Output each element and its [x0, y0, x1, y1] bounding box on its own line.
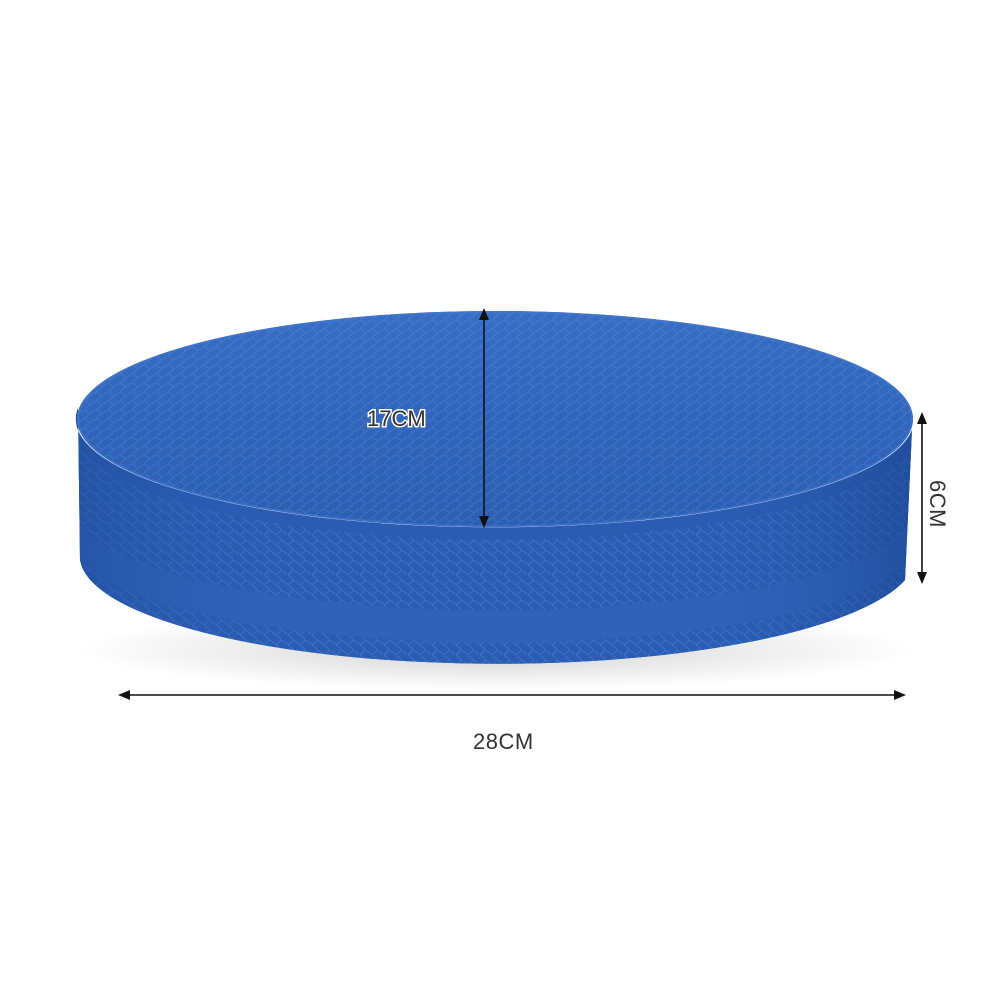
radius-measure [479, 308, 489, 528]
pad-top-surface [77, 311, 913, 527]
diameter-measure [118, 690, 906, 700]
height-label: 6CM [925, 480, 950, 528]
height-measure [917, 412, 927, 584]
radius-label: 17CM [367, 406, 426, 431]
diameter-label: 28CM [473, 729, 534, 754]
